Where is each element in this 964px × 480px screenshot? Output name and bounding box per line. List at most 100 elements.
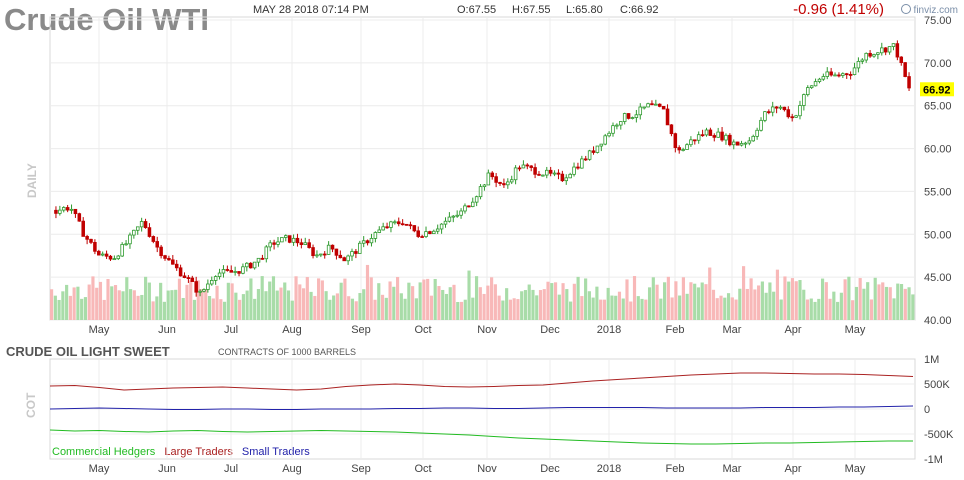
candle-body (747, 140, 752, 144)
candle-body (393, 221, 397, 224)
candle-body (120, 244, 124, 257)
page-title: Crude Oil WTI (4, 2, 209, 37)
candle-body (264, 246, 269, 260)
candle-body (439, 223, 444, 230)
volume-bar (268, 281, 272, 320)
candle-body (178, 267, 183, 277)
candle-body (81, 220, 85, 237)
volume-bar (757, 285, 761, 320)
candle-body (533, 167, 537, 175)
volume-bar (689, 282, 693, 320)
volume-bar (185, 284, 189, 320)
volume-bar (636, 296, 640, 320)
volume-bar (704, 284, 708, 320)
cot-line-small-traders (49, 405, 914, 410)
quote-change: -0.96 (1.41%) (793, 1, 884, 18)
price-x-tick: Sep (351, 324, 371, 336)
volume-bar (106, 279, 110, 320)
candle-body (844, 73, 849, 76)
volume-bar (911, 294, 915, 320)
cot-x-tick: Jun (158, 463, 176, 475)
volume-bar (234, 292, 238, 320)
candle-body (704, 129, 709, 136)
volume-bar (98, 281, 103, 320)
candle-body (245, 262, 249, 268)
volume-bar (869, 299, 874, 320)
candle-body (198, 290, 202, 293)
legend-commercial: Commercial Hedgers (52, 446, 156, 458)
candle-body (506, 181, 510, 186)
volume-bar (162, 301, 166, 320)
candle-body (268, 242, 272, 248)
candle-body (233, 271, 237, 273)
candle-body (221, 269, 226, 274)
candle-body (420, 236, 424, 238)
volume-bar (817, 298, 821, 320)
candle-body (463, 205, 467, 212)
candle-body (794, 115, 798, 118)
brand-logo[interactable]: finviz.com (900, 4, 958, 16)
volume-bar (745, 288, 749, 320)
candle-body (132, 229, 136, 236)
candle-body (213, 276, 218, 281)
volume-bar (809, 298, 813, 320)
volume-bar (678, 295, 682, 320)
volume-bar (531, 289, 535, 320)
volume-bar (211, 298, 215, 320)
candle-body (743, 142, 748, 145)
cot-y-tick: -1M (924, 454, 943, 466)
volume-bar (625, 279, 629, 320)
volume-bar (286, 290, 291, 320)
volume-bar (223, 301, 227, 320)
candle-body (841, 73, 845, 76)
volume-bar (595, 286, 599, 320)
candle-body (303, 242, 308, 245)
volume-bar (313, 295, 317, 320)
volume-bar (422, 279, 426, 320)
volume-bar (264, 291, 268, 320)
candle-body (669, 124, 674, 135)
volume-bar (629, 301, 633, 320)
candle-body (280, 237, 284, 243)
volume-bar (320, 280, 324, 320)
volume-bar (862, 288, 866, 320)
volume-bar (471, 297, 475, 320)
volume-bar (843, 279, 847, 320)
volume-bar (798, 280, 802, 320)
price-frame (49, 16, 916, 321)
candle-body (848, 74, 853, 76)
candle-body (537, 173, 541, 176)
candle-body (237, 271, 241, 274)
volume-bar (505, 288, 509, 320)
candle-body (494, 176, 498, 183)
volume-bar (275, 290, 279, 320)
candle-body (155, 241, 159, 248)
candle-body (377, 229, 382, 233)
cot-y-tick: 500K (924, 379, 950, 391)
candle-body (883, 47, 888, 53)
candle-body (654, 103, 658, 106)
volume-bar (290, 300, 294, 320)
candle-body (622, 113, 627, 122)
cot-legend: Commercial Hedgers Large Traders Small T… (52, 446, 316, 458)
volume-bar (847, 276, 851, 320)
legend-large: Large Traders (164, 446, 233, 458)
volume-bar (839, 292, 843, 320)
candle-body (790, 116, 794, 119)
volume-bar (448, 287, 452, 320)
volume-bar (433, 278, 437, 320)
candle-body (346, 255, 350, 262)
volume-bar (599, 299, 603, 320)
candle-body (163, 255, 167, 259)
volume-bar (301, 288, 306, 320)
volume-bar (772, 291, 776, 320)
volume-bar (820, 278, 825, 320)
volume-bar (444, 293, 449, 320)
candle-body (774, 106, 779, 109)
candle-body (128, 234, 132, 245)
candle-body (642, 106, 646, 109)
candle-body (739, 143, 744, 146)
volume-bar (335, 293, 339, 320)
candle-body (334, 248, 339, 256)
